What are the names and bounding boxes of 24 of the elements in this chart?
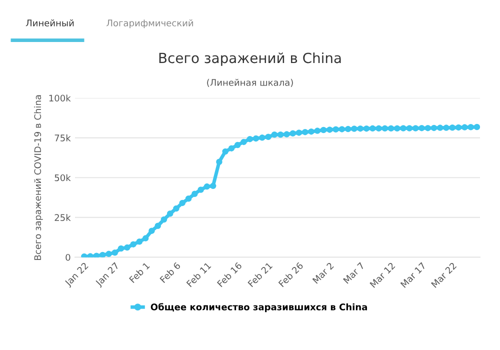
x-tick-label: Feb 1 — [128, 262, 150, 284]
text: Линейный — [26, 19, 74, 26]
chart-subtitle: (Линейная шкала) — [207, 78, 293, 87]
x-tick-label: Mar 2 — [312, 262, 334, 284]
legend-label: Общее количество заразившихся в China — [150, 303, 367, 312]
y-tick-label: 75k — [54, 134, 71, 142]
x-tick-label: Feb 16 — [216, 262, 242, 288]
x-tick-label: Feb 26 — [278, 262, 304, 288]
y-tick-label: 25k — [54, 214, 71, 221]
x-tick-label: Mar 22 — [430, 262, 457, 288]
y-tick-label: 50k — [54, 174, 71, 182]
x-tick-label: Mar 17 — [400, 262, 426, 288]
x-tick-label: Feb 6 — [159, 262, 181, 284]
text: Логарифмический — [106, 19, 193, 28]
x-tick-label: Mar 12 — [370, 262, 396, 288]
x-tick-label: Mar 7 — [343, 262, 365, 284]
x-tick-label: Jan 22 — [64, 262, 90, 288]
x-tick-label: Jan 27 — [94, 262, 120, 288]
y-tick-label: 0 — [66, 254, 70, 261]
chart-title: Всего заражений в China — [159, 52, 341, 66]
x-tick-label: Feb 21 — [247, 262, 273, 288]
x-tick-label: Feb 11 — [186, 262, 212, 288]
y-tick-label: 100k — [49, 94, 71, 102]
y-axis-title: Всего заражений COVID-19 в China — [34, 95, 43, 260]
